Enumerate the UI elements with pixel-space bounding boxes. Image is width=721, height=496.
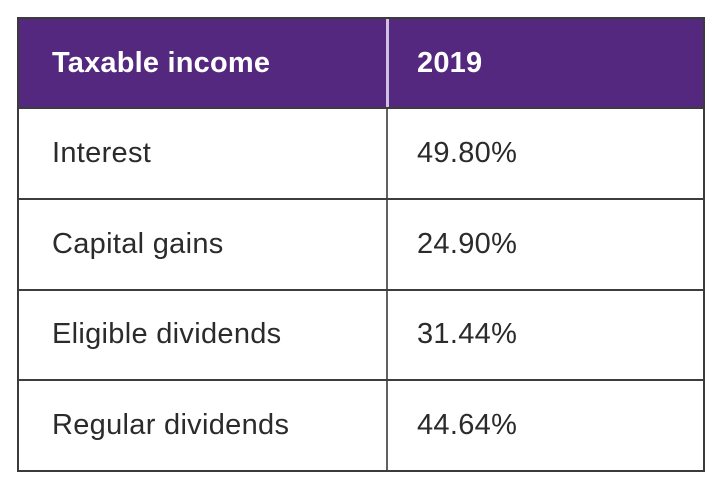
row-label-cell: Regular dividends [19,381,386,470]
row-value-cell: 44.64% [386,381,703,470]
row-label: Capital gains [52,227,224,260]
table-row-capital-gains: Capital gains 24.90% [19,197,703,289]
row-label-cell: Capital gains [19,200,386,289]
row-value-cell: 24.90% [386,199,703,289]
tax-rates-table: Taxable income 2019 Interest 49.80% Capi… [17,17,705,472]
row-value: 44.64% [417,409,518,442]
row-label: Interest [52,136,152,169]
row-value: 49.80% [417,136,518,169]
row-value: 24.90% [417,227,518,260]
table-row-interest: Interest 49.80% [19,107,703,198]
table-row-regular-dividends: Regular dividends 44.64% [19,379,703,470]
header-label-2019: 2019 [417,46,483,79]
row-value-cell: 49.80% [386,109,703,198]
row-value-cell: 31.44% [386,290,703,380]
row-label: Regular dividends [52,409,290,442]
header-label-taxable-income: Taxable income [52,46,271,79]
table-header-row: Taxable income 2019 [19,19,703,107]
table-row-eligible-dividends: Eligible dividends 31.44% [19,288,703,380]
row-label-cell: Interest [19,109,386,198]
row-label-cell: Eligible dividends [19,291,386,380]
row-label: Eligible dividends [52,318,282,351]
header-cell-taxable-income: Taxable income [19,19,386,107]
row-value: 31.44% [417,318,518,351]
header-cell-2019: 2019 [386,19,703,107]
